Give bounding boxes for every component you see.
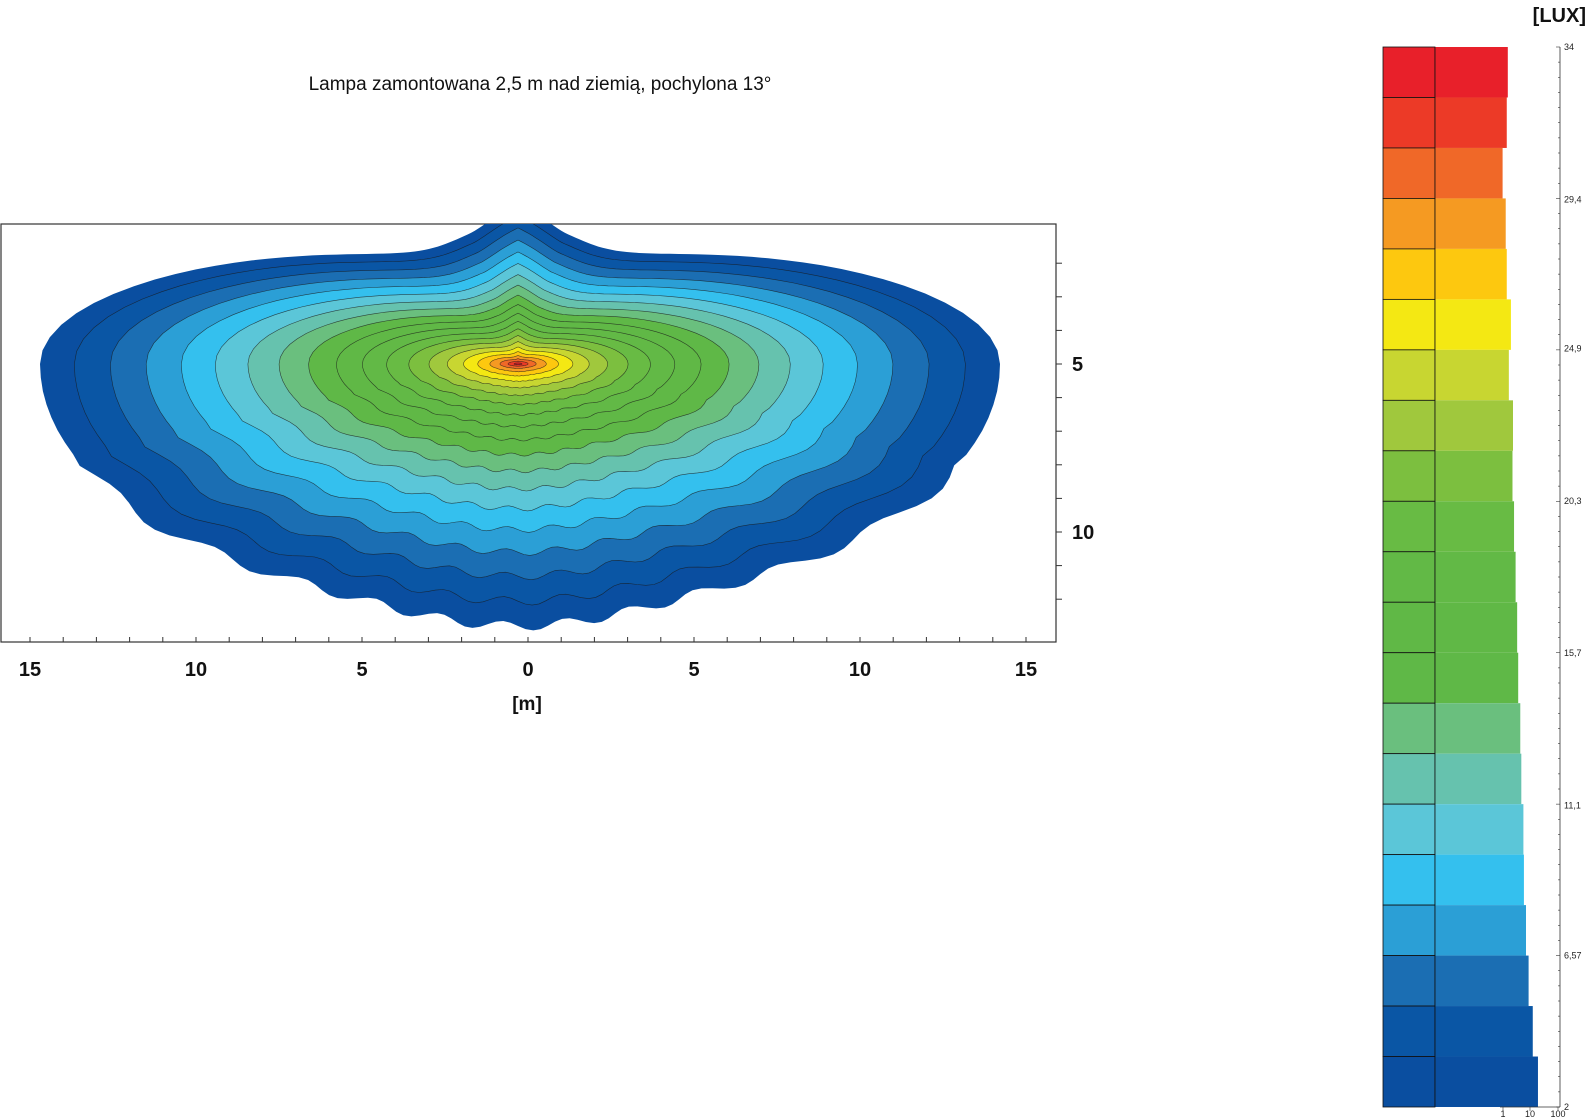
x-tick-label: 5 [688,659,699,681]
colorbar-tick-label: 24,9 [1564,343,1582,353]
colorbar-cell [1382,349,1436,401]
colorbar-bar [1435,47,1508,98]
x-tick-label: 0 [522,659,533,681]
colorbar-footer: 1 10 100 [1500,1106,1566,1119]
colorbar-bar [1435,703,1521,754]
y-axis: 5 10 [1056,262,1094,600]
colorbar-bar [1435,349,1509,401]
colorbar-cell [1382,601,1436,654]
colorbar-axis: 34 29,4 24,9 20,3 15,7 11,1 6,57 2 [1556,42,1582,1112]
y-tick-label: 5 [1072,354,1083,376]
colorbar [1382,46,1538,1108]
colorbar-cell [1382,97,1436,149]
x-tick-label: 5 [356,659,367,681]
colorbar-bar [1435,753,1522,805]
colorbar-footer-label: 100 [1550,1109,1565,1119]
colorbar-cell [1382,399,1436,452]
chart-title: Lampa zamontowana 2,5 m nad ziemią, poch… [309,74,772,95]
colorbar-cell [1382,753,1436,805]
colorbar-tick-label: 2 [1564,1102,1569,1112]
colorbar-cell [1382,803,1436,856]
colorbar-tick-label: 20,3 [1564,496,1582,506]
colorbar-bar [1435,602,1518,653]
colorbar-bar [1435,198,1506,249]
x-axis-label: [m] [512,694,542,715]
colorbar-footer-label: 10 [1525,1109,1535,1119]
colorbar-tick-label: 29,4 [1564,194,1582,204]
colorbar-bar [1435,905,1526,956]
colorbar-bar [1435,955,1529,1007]
x-tick-label: 10 [849,659,871,681]
colorbar-bar [1435,400,1513,451]
colorbar-unit: [LUX] [1533,5,1586,27]
x-tick-label: 15 [1015,659,1037,681]
colorbar-bar [1435,248,1507,300]
colorbar-bar [1435,551,1516,603]
colorbar-cell [1382,198,1436,250]
colorbar-cell [1382,854,1436,906]
colorbar-cell [1382,652,1436,704]
colorbar-tick-label: 34 [1564,42,1574,52]
colorbar-bar [1435,804,1524,855]
colorbar-cell [1382,1056,1436,1108]
colorbar-bar [1435,147,1503,199]
contour-layers [40,224,1000,631]
colorbar-bar [1435,1006,1533,1057]
colorbar-bar [1435,97,1507,148]
colorbar-cell [1382,551,1436,603]
colorbar-cell [1382,248,1436,300]
colorbar-cell [1382,702,1436,755]
colorbar-bar [1435,501,1515,552]
x-axis: 15 10 5 0 5 10 15 [19,637,1037,681]
colorbar-cell [1382,955,1436,1007]
x-tick-label: 10 [185,659,207,681]
colorbar-bar [1435,1056,1538,1107]
colorbar-cell [1382,147,1436,199]
colorbar-tick-label: 6,57 [1564,951,1582,961]
colorbar-bar [1435,652,1519,704]
colorbar-cell [1382,904,1436,956]
colorbar-bar [1435,299,1511,350]
contour-band [513,362,523,365]
colorbar-bar [1435,450,1513,502]
colorbar-cell [1382,500,1436,553]
colorbar-footer-label: 1 [1500,1109,1505,1119]
colorbar-cell [1382,46,1436,98]
colorbar-tick-label: 15,7 [1564,648,1582,658]
x-tick-label: 15 [19,659,41,681]
y-tick-label: 10 [1072,522,1094,544]
colorbar-tick-label: 11,1 [1564,801,1581,811]
colorbar-cell [1382,450,1436,502]
colorbar-bar [1435,854,1524,906]
colorbar-cell [1382,1005,1436,1057]
colorbar-cell [1382,298,1436,351]
